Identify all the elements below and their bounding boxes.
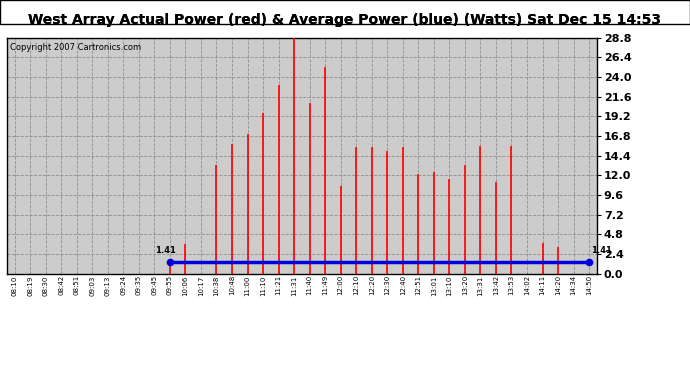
Text: West Array Actual Power (red) & Average Power (blue) (Watts) Sat Dec 15 14:53: West Array Actual Power (red) & Average … [28, 13, 662, 27]
Text: 1.41: 1.41 [155, 246, 176, 255]
Text: 1.41: 1.41 [591, 246, 611, 255]
Text: West Array Actual Power (red) & Average Power (blue) (Watts) Sat Dec 15 14:53: West Array Actual Power (red) & Average … [28, 13, 662, 27]
Text: Copyright 2007 Cartronics.com: Copyright 2007 Cartronics.com [10, 44, 141, 52]
